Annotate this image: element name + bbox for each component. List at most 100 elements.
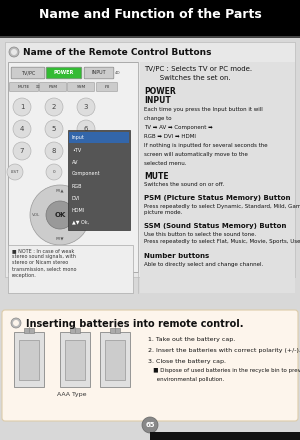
Text: 3: 3 (84, 104, 88, 110)
Text: TV/PC : Selects TV or PC mode.: TV/PC : Selects TV or PC mode. (144, 66, 252, 72)
Text: ■ Dispose of used batteries in the recycle bin to prevent: ■ Dispose of used batteries in the recyc… (148, 368, 300, 373)
Text: Able to directly select and change channel.: Able to directly select and change chann… (144, 262, 263, 267)
Text: AAA Type: AAA Type (57, 392, 87, 397)
Text: VOL: VOL (80, 213, 88, 217)
Text: AV: AV (72, 159, 79, 165)
Text: Press repeatedly to select Flat, Music, Movie, Sports, User sound tone.: Press repeatedly to select Flat, Music, … (144, 239, 300, 244)
Text: PSM (Picture Status Memory) Button: PSM (Picture Status Memory) Button (144, 195, 290, 201)
Text: ■ NOTE : In case of weak
stereo sound signals, with
stereo or Nicam stereo
trans: ■ NOTE : In case of weak stereo sound si… (12, 248, 76, 278)
FancyBboxPatch shape (11, 67, 45, 79)
Circle shape (142, 417, 158, 433)
Text: SSM (Sound Status Memory) Button: SSM (Sound Status Memory) Button (144, 223, 286, 229)
Text: ▲▼ Ok,: ▲▼ Ok, (72, 220, 89, 224)
Text: 1. Take out the battery cap.: 1. Take out the battery cap. (148, 337, 235, 342)
Bar (150, 432, 300, 440)
Bar (68, 130, 130, 230)
Text: 2: 2 (52, 104, 56, 110)
Text: Inserting batteries into remote control.: Inserting batteries into remote control. (26, 319, 244, 329)
FancyBboxPatch shape (46, 67, 82, 79)
FancyBboxPatch shape (2, 310, 298, 421)
FancyBboxPatch shape (40, 82, 67, 92)
Bar (19, 340, 39, 380)
Bar (60, 332, 90, 387)
Bar (69, 144, 129, 155)
Text: Each time you press the Input button it will: Each time you press the Input button it … (144, 107, 263, 112)
Circle shape (7, 164, 23, 180)
Text: 3. Close the battery cap.: 3. Close the battery cap. (148, 359, 226, 364)
Text: HDMI: HDMI (72, 208, 85, 213)
Bar (69, 180, 129, 191)
Text: Number buttons: Number buttons (144, 253, 209, 259)
Text: PSM: PSM (48, 85, 58, 89)
Text: 65: 65 (145, 422, 155, 428)
Bar (69, 204, 129, 215)
Circle shape (11, 318, 21, 328)
Text: 1: 1 (20, 104, 24, 110)
Text: 5: 5 (52, 126, 56, 132)
Text: MUTE: MUTE (18, 85, 30, 89)
Text: 9: 9 (84, 148, 88, 154)
Text: OK: OK (54, 212, 66, 218)
Bar (0, 36, 300, 38)
Text: PR▼: PR▼ (56, 237, 64, 241)
Text: RGB ➡ DVI ➡ HDMI: RGB ➡ DVI ➡ HDMI (144, 134, 196, 139)
Text: Component: Component (72, 172, 100, 176)
Bar (100, 332, 130, 387)
Text: INPUT: INPUT (144, 96, 171, 105)
Text: LIST: LIST (11, 170, 19, 174)
Bar (110, 328, 120, 333)
Text: POWER: POWER (144, 87, 176, 96)
Bar (70, 328, 80, 333)
Text: VOL: VOL (32, 213, 40, 217)
Text: change to: change to (144, 116, 172, 121)
Circle shape (78, 164, 94, 180)
Text: RGB: RGB (72, 183, 83, 188)
Bar (0, 8, 300, 36)
Text: 4D: 4D (115, 71, 121, 75)
Text: TV ➡ AV ➡ Component ➡: TV ➡ AV ➡ Component ➡ (144, 125, 213, 130)
Bar (105, 340, 125, 380)
Text: 7: 7 (20, 148, 24, 154)
Circle shape (77, 142, 95, 160)
Bar (5, 42, 295, 277)
Bar (65, 340, 85, 380)
Text: 4: 4 (20, 126, 24, 132)
Text: •TV: •TV (72, 147, 81, 153)
Circle shape (9, 47, 19, 57)
Bar (8, 62, 138, 272)
Bar (69, 132, 129, 143)
Circle shape (45, 98, 63, 116)
Text: Switches the sound on or off.: Switches the sound on or off. (144, 182, 224, 187)
Text: Input: Input (72, 136, 85, 140)
Bar (0, 0, 300, 8)
FancyBboxPatch shape (97, 82, 118, 92)
Text: SSM: SSM (76, 85, 85, 89)
Bar (69, 216, 129, 227)
FancyBboxPatch shape (84, 67, 114, 79)
Circle shape (13, 320, 19, 326)
Bar (140, 62, 295, 293)
Text: 8: 8 (52, 148, 56, 154)
Circle shape (13, 120, 31, 138)
Bar (8, 245, 133, 293)
Text: POWER: POWER (54, 70, 74, 76)
Circle shape (46, 201, 74, 229)
FancyBboxPatch shape (68, 82, 94, 92)
Text: ☒: ☒ (36, 85, 40, 89)
Text: screen will automatically move to the: screen will automatically move to the (144, 152, 248, 157)
Bar (69, 192, 129, 203)
Text: Use this button to select the sound tone.: Use this button to select the sound tone… (144, 232, 256, 237)
Text: If nothing is inputted for several seconds the: If nothing is inputted for several secon… (144, 143, 268, 148)
Circle shape (46, 164, 62, 180)
FancyBboxPatch shape (10, 82, 38, 92)
Text: environmental pollution.: environmental pollution. (148, 377, 224, 382)
Bar (24, 328, 34, 333)
Text: Name and Function of the Parts: Name and Function of the Parts (39, 8, 261, 21)
Circle shape (13, 98, 31, 116)
Circle shape (77, 98, 95, 116)
Text: INPUT: INPUT (92, 70, 106, 76)
Circle shape (45, 142, 63, 160)
Text: Switches the set on.: Switches the set on. (144, 75, 231, 81)
Circle shape (45, 120, 63, 138)
Circle shape (13, 142, 31, 160)
